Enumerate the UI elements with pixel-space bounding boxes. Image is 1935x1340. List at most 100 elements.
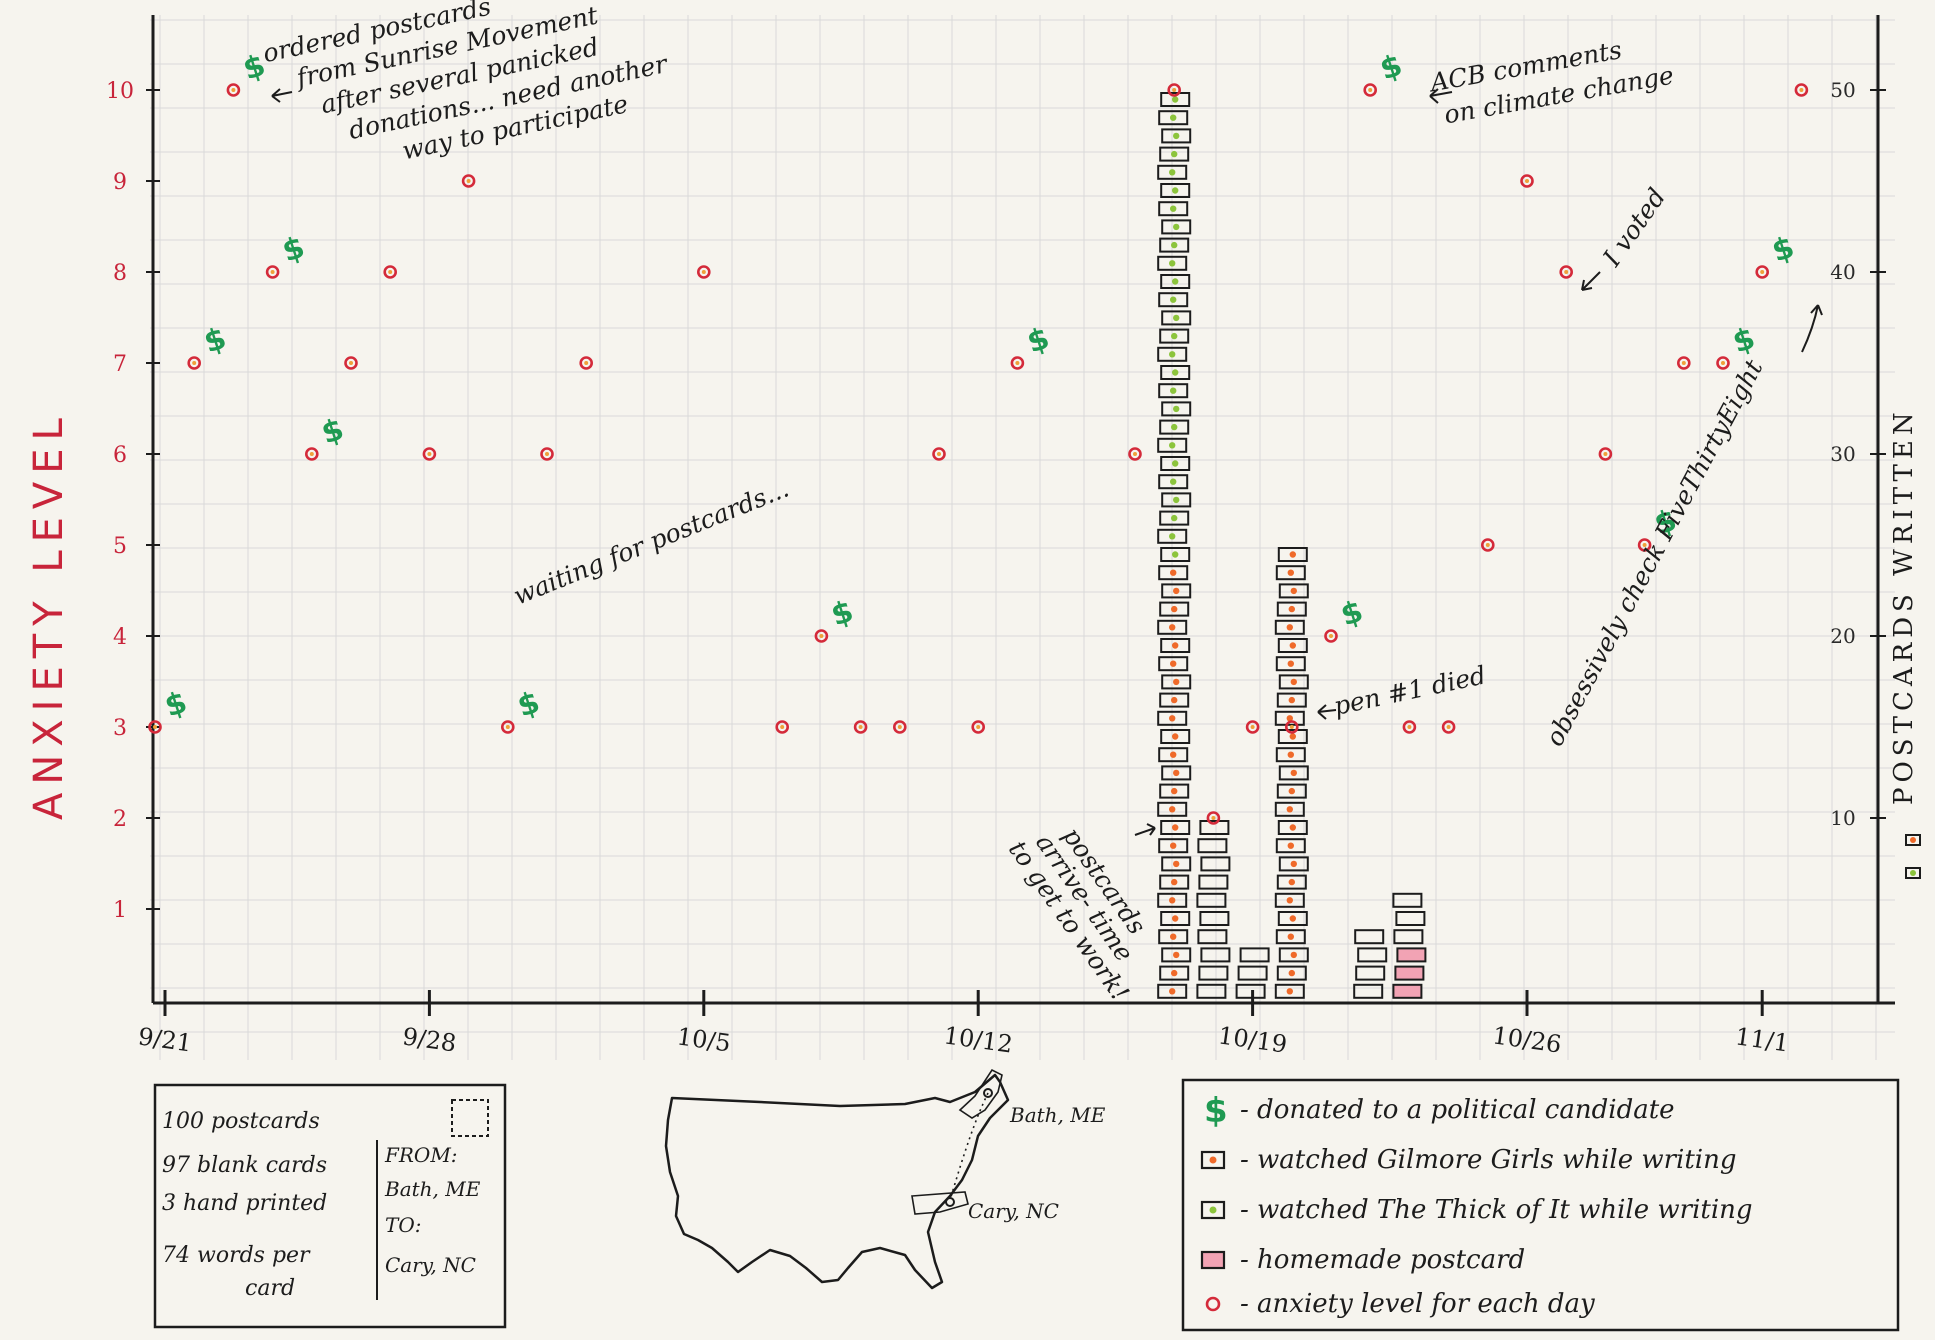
- postcard-box: [1354, 929, 1385, 945]
- anxiety-point-center: [505, 725, 510, 729]
- postcard-box: [1274, 619, 1305, 635]
- postcard-box: [1161, 128, 1192, 144]
- info-line-1: 100 postcards: [162, 1109, 320, 1134]
- gilmore-dot: [1287, 933, 1295, 940]
- from-value: Bath, ME: [384, 1177, 481, 1201]
- anxiety-point-center: [427, 452, 432, 456]
- thick-dot: [1171, 241, 1178, 249]
- legend-label: - watched Gilmore Girls while writing: [1240, 1145, 1737, 1175]
- postcard-box: [1161, 310, 1192, 326]
- postcard-box: [1277, 911, 1308, 926]
- anxiety-point-center: [897, 725, 902, 729]
- postcard-box: [1158, 929, 1189, 945]
- anxiety-point-center: [466, 179, 471, 183]
- gilmore-dot: [1171, 696, 1178, 704]
- anxiety-point-center: [584, 361, 589, 365]
- gilmore-dot: [1170, 660, 1177, 667]
- anxiety-point-center: [858, 725, 863, 729]
- postcard-box: [1161, 856, 1192, 872]
- postcard-box: [1158, 110, 1189, 126]
- y-tick-label: 6: [113, 443, 127, 468]
- postcard-box: [1158, 565, 1189, 581]
- anxiety-point-center: [153, 725, 157, 729]
- anxiety-point-center: [1603, 452, 1608, 456]
- legend-thick-dot: [1209, 1206, 1217, 1214]
- anxiety-point-center: [309, 452, 314, 456]
- anxiety-point: [932, 447, 946, 461]
- thick-dot: [1172, 96, 1179, 103]
- postcard-box: [1276, 692, 1307, 708]
- anxiety-point: [1598, 447, 1613, 461]
- legend-label: - donated to a political candidate: [1240, 1095, 1675, 1125]
- map-destination-label: Cary, NC: [968, 1199, 1059, 1223]
- anxiety-point: [540, 447, 554, 461]
- postcard-stack: [1157, 92, 1192, 999]
- postcard-box: [1157, 528, 1188, 544]
- anxiety-point: [226, 83, 241, 97]
- gilmore-dot: [1169, 624, 1176, 631]
- postcard-box: [1161, 492, 1192, 508]
- info-line-3: 3 hand printed: [162, 1191, 327, 1216]
- axes: [146, 15, 1895, 1016]
- anxiety-point: [814, 629, 829, 643]
- anxiety-point: [853, 720, 868, 734]
- anxiety-point: [1716, 356, 1730, 370]
- gilmore-dot: [1289, 642, 1297, 649]
- grid: [150, 15, 1895, 1060]
- anxiety-point-center: [819, 634, 824, 638]
- anxiety-point: [1520, 174, 1534, 188]
- postcard-box: [1157, 437, 1188, 453]
- postcard-box: [1159, 419, 1190, 435]
- y-tick-label: 5: [113, 534, 127, 559]
- anxiety-point: [1794, 83, 1809, 97]
- legend-items: $ - donated to a political candidate - wat…: [1200, 1091, 1753, 1319]
- gilmore-dot: [1289, 915, 1297, 922]
- postcard-box: [1274, 983, 1305, 999]
- anxiety-point-center: [1760, 270, 1765, 274]
- thick-dot: [1173, 405, 1180, 413]
- y2-tick-label: 10: [1830, 806, 1855, 830]
- anxiety-point: [1324, 629, 1338, 643]
- postcard-box: [1161, 674, 1192, 690]
- new-england-outline: [958, 1068, 1003, 1119]
- postcard-box: [1159, 601, 1190, 617]
- anxiety-point-center: [545, 452, 549, 456]
- gilmore-dot: [1288, 605, 1296, 613]
- gilmore-dot: [1290, 587, 1298, 595]
- postcard-box: [1157, 983, 1188, 999]
- postcard-box: [1158, 383, 1189, 399]
- gilmore-dot: [1169, 897, 1176, 904]
- postcard-box: [1161, 765, 1192, 781]
- anxiety-point-center: [1799, 88, 1804, 92]
- postcard-box: [1355, 965, 1386, 981]
- anxiety-point: [1363, 83, 1377, 97]
- thick-dot: [1173, 132, 1180, 140]
- thick-dot: [1169, 442, 1176, 449]
- anxiety-point: [500, 720, 515, 734]
- gilmore-dot: [1287, 842, 1295, 849]
- y2-tick-label: 20: [1830, 624, 1855, 648]
- route-line: [949, 1092, 989, 1201]
- gilmore-dot: [1286, 715, 1294, 722]
- postcard-box: [1275, 565, 1306, 581]
- postcard-box: [1157, 619, 1188, 635]
- postcard-box: [1158, 656, 1189, 672]
- postcard-box: [1239, 947, 1270, 963]
- anxiety-point-center: [1525, 179, 1529, 183]
- to-label: TO:: [385, 1213, 421, 1237]
- gilmore-dot: [1287, 660, 1295, 667]
- postcard-box: [1353, 983, 1384, 999]
- postcard-box: [1274, 892, 1305, 908]
- anxiety-point-center: [1211, 816, 1216, 820]
- info-line-2: 97 blank cards: [162, 1153, 327, 1178]
- y2-tick-label: 40: [1830, 260, 1855, 284]
- anxiety-point: [1285, 720, 1299, 734]
- postcard-box: [1393, 929, 1424, 945]
- postcard-box: [1274, 801, 1305, 817]
- gilmore-dot: [1287, 569, 1295, 576]
- postcard-box: [1159, 328, 1190, 344]
- postcard-box: [1160, 638, 1191, 653]
- postcard-box: [1159, 874, 1190, 890]
- legend-box-icon: [1200, 1200, 1226, 1220]
- postcard-box: [1277, 638, 1308, 653]
